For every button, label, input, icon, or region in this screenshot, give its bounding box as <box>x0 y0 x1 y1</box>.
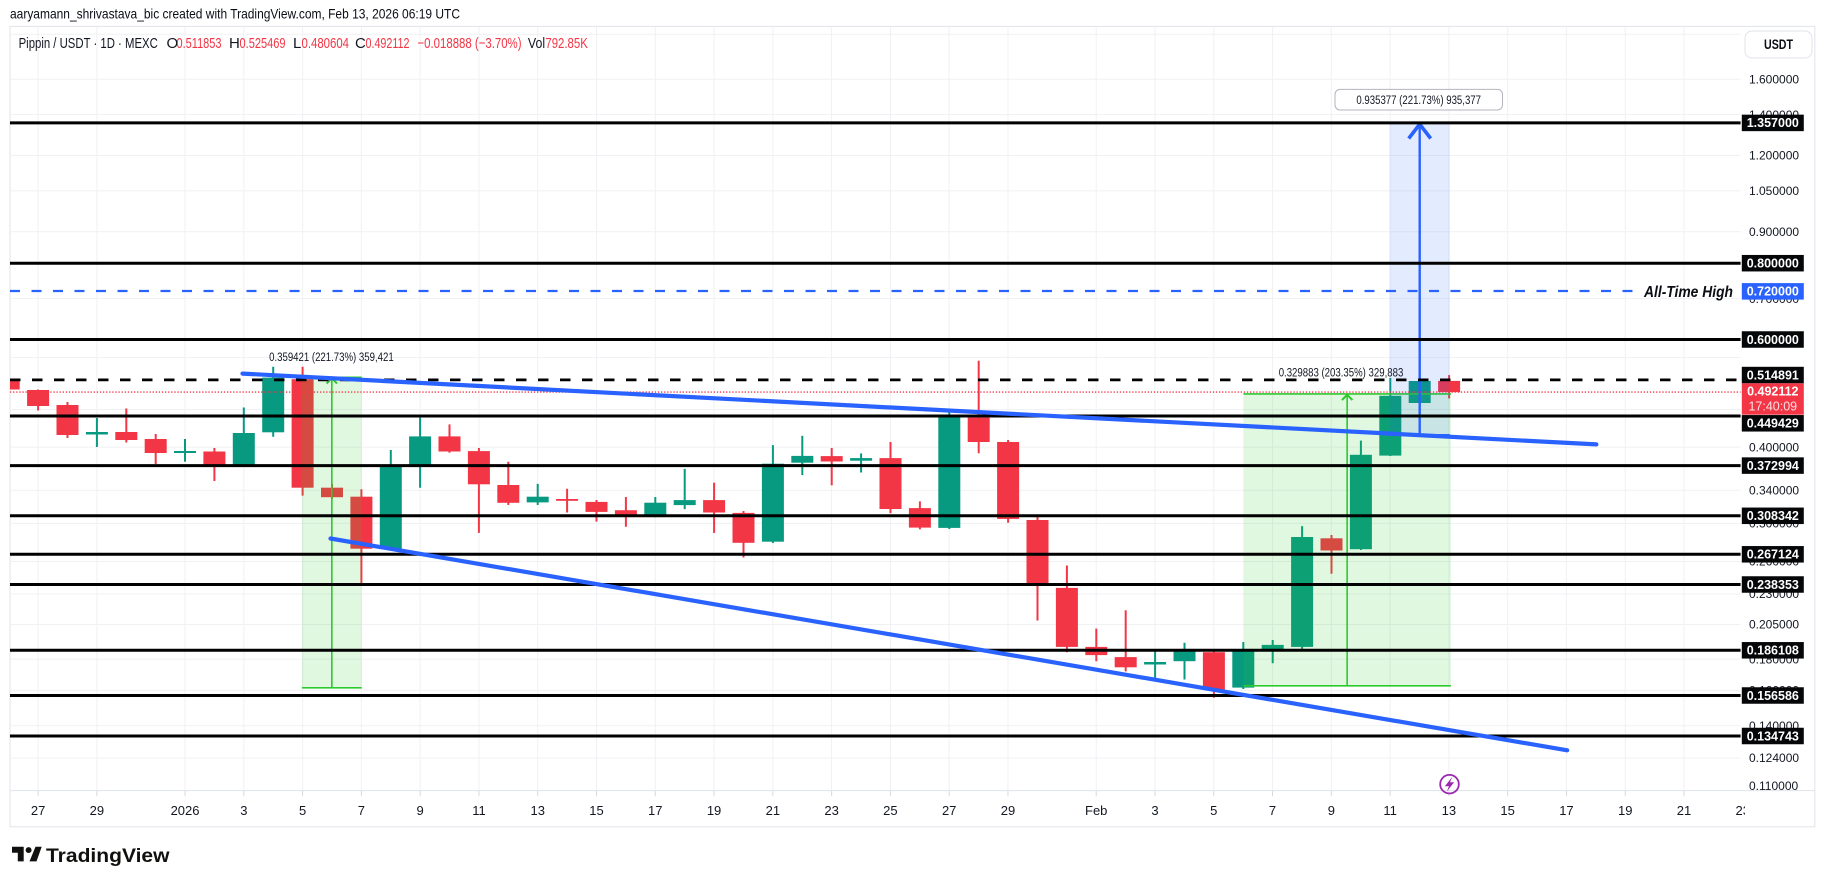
svg-text:5: 5 <box>1210 803 1217 818</box>
svg-text:All-Time High: All-Time High <box>1643 284 1733 301</box>
svg-text:19: 19 <box>707 803 721 818</box>
svg-text:13: 13 <box>530 803 544 818</box>
svg-text:1.200000: 1.200000 <box>1749 149 1799 163</box>
svg-text:21: 21 <box>766 803 780 818</box>
svg-text:1.600000: 1.600000 <box>1749 72 1799 86</box>
svg-text:29: 29 <box>1001 803 1015 818</box>
svg-text:15: 15 <box>589 803 603 818</box>
svg-text:0.205000: 0.205000 <box>1749 618 1799 632</box>
svg-text:aaryamann_shrivastava_bic crea: aaryamann_shrivastava_bic created with T… <box>10 6 460 22</box>
svg-text:O: O <box>167 35 179 52</box>
svg-text:25: 25 <box>883 803 897 818</box>
svg-text:0.400000: 0.400000 <box>1749 440 1799 454</box>
svg-text:9: 9 <box>417 803 424 818</box>
svg-text:19: 19 <box>1618 803 1632 818</box>
svg-text:21: 21 <box>1677 803 1691 818</box>
svg-text:17:40:09: 17:40:09 <box>1748 400 1797 414</box>
svg-text:0.267124: 0.267124 <box>1747 548 1799 562</box>
svg-text:792.85K: 792.85K <box>545 35 587 52</box>
svg-text:0.600000: 0.600000 <box>1747 333 1799 347</box>
svg-text:0.935377 (221.73%) 935,377: 0.935377 (221.73%) 935,377 <box>1356 95 1481 107</box>
svg-text:15: 15 <box>1500 803 1514 818</box>
svg-text:0.492112: 0.492112 <box>366 35 410 52</box>
svg-text:27: 27 <box>942 803 956 818</box>
svg-text:13: 13 <box>1442 803 1456 818</box>
svg-text:2026: 2026 <box>171 803 200 818</box>
svg-text:1.050000: 1.050000 <box>1749 184 1799 198</box>
svg-text:0.308342: 0.308342 <box>1747 509 1799 523</box>
svg-text:9: 9 <box>1328 803 1335 818</box>
svg-text:0.110000: 0.110000 <box>1749 779 1798 793</box>
svg-text:0.449429: 0.449429 <box>1747 417 1799 431</box>
svg-text:7: 7 <box>358 803 365 818</box>
svg-text:0.900000: 0.900000 <box>1749 225 1799 239</box>
svg-text:0.525469: 0.525469 <box>240 35 286 52</box>
svg-text:17: 17 <box>648 803 662 818</box>
svg-text:H: H <box>229 35 240 52</box>
svg-text:1.357000: 1.357000 <box>1747 116 1799 130</box>
svg-text:0.514891: 0.514891 <box>1747 368 1799 382</box>
svg-text:27: 27 <box>31 803 45 818</box>
svg-text:0.359421 (221.73%) 359,421: 0.359421 (221.73%) 359,421 <box>269 352 394 364</box>
svg-text:5: 5 <box>299 803 306 818</box>
svg-text:C: C <box>355 35 366 52</box>
svg-text:11: 11 <box>1383 803 1397 818</box>
svg-text:USDT: USDT <box>1764 37 1794 52</box>
svg-text:0.492112: 0.492112 <box>1747 385 1798 399</box>
svg-text:3: 3 <box>1151 803 1158 818</box>
svg-text:Feb: Feb <box>1085 803 1107 818</box>
svg-text:0.720000: 0.720000 <box>1747 284 1799 298</box>
svg-text:17: 17 <box>1559 803 1573 818</box>
svg-text:23: 23 <box>1736 803 1750 818</box>
svg-text:3: 3 <box>240 803 247 818</box>
svg-text:−0.018888 (−3.70%): −0.018888 (−3.70%) <box>418 35 522 52</box>
svg-text:0.511853: 0.511853 <box>177 35 222 52</box>
svg-text:TradingView: TradingView <box>46 846 170 867</box>
svg-text:0.156586: 0.156586 <box>1747 689 1799 703</box>
svg-text:0.124000: 0.124000 <box>1749 751 1799 765</box>
svg-text:Pippin / USDT · 1D · MEXC: Pippin / USDT · 1D · MEXC <box>19 35 158 52</box>
svg-text:0.186108: 0.186108 <box>1747 644 1799 658</box>
svg-text:0.800000: 0.800000 <box>1747 257 1799 271</box>
svg-text:0.134743: 0.134743 <box>1747 729 1799 743</box>
svg-text:23: 23 <box>824 803 838 818</box>
svg-text:11: 11 <box>472 803 486 818</box>
svg-text:0.340000: 0.340000 <box>1749 483 1799 497</box>
svg-text:7: 7 <box>1269 803 1276 818</box>
svg-text:0.238353: 0.238353 <box>1747 578 1799 592</box>
svg-text:0.372994: 0.372994 <box>1747 459 1799 473</box>
svg-text:29: 29 <box>90 803 104 818</box>
svg-text:L: L <box>293 35 301 52</box>
svg-text:0.480604: 0.480604 <box>302 35 350 52</box>
svg-text:0.329883 (203.35%) 329,883: 0.329883 (203.35%) 329,883 <box>1279 368 1404 380</box>
svg-text:Vol: Vol <box>528 35 545 52</box>
